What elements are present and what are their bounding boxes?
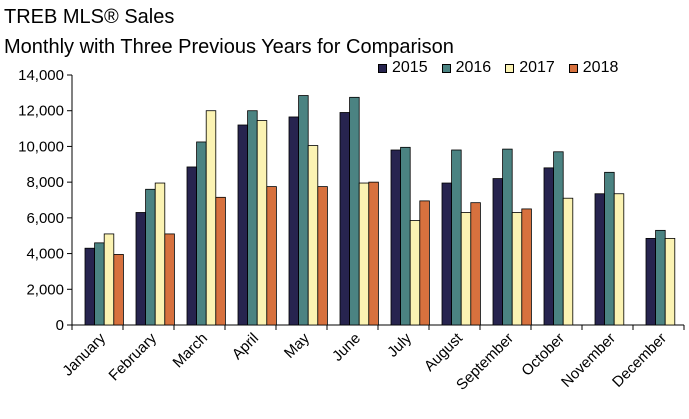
legend-item-2017: 2017 [505, 59, 555, 77]
bar-2016-september [502, 148, 513, 326]
legend-label-2017: 2017 [519, 59, 555, 76]
x-tick-label-october: October [518, 330, 568, 380]
bar-2015-october [543, 167, 555, 326]
bar-2017-february [154, 182, 166, 326]
bar-2016-may [298, 95, 309, 326]
bar-2017-january [103, 233, 115, 326]
bar-2018-april [266, 186, 277, 326]
bar-2015-september [492, 178, 504, 326]
bar-2015-november [594, 193, 606, 326]
bar-2018-may [317, 186, 328, 326]
bar-2017-november [613, 193, 625, 326]
legend-label-2016: 2016 [455, 59, 492, 76]
bar-2015-december [645, 237, 657, 326]
bar-2017-december [664, 237, 676, 326]
bar-2015-april [237, 124, 249, 326]
legend-item-2018: 2018 [568, 59, 619, 77]
bar-2018-february [164, 233, 175, 326]
legend-swatch-2016 [441, 63, 451, 73]
bar-2016-october [553, 151, 564, 326]
y-tick-label: 0 [56, 317, 64, 334]
bar-2015-may [288, 116, 300, 326]
x-tick-label-february: February [106, 329, 161, 384]
legend-swatch-2017 [505, 63, 515, 73]
bar-2017-june [358, 182, 370, 326]
x-tick-label-april: April [229, 330, 262, 363]
x-tick-label-may: May [281, 329, 313, 361]
bar-2016-april [247, 110, 258, 326]
y-tick-label: 8,000 [26, 174, 64, 191]
x-tick-label-december: December [609, 330, 670, 391]
y-tick-label: 12,000 [18, 103, 64, 120]
y-tick-label: 2,000 [26, 281, 64, 298]
bar-2016-november [604, 171, 615, 326]
x-tick-label-march: March [170, 330, 211, 371]
chart-subtitle: Monthly with Three Previous Years for Co… [4, 36, 454, 58]
y-tick-label: 4,000 [26, 246, 64, 263]
bar-2016-july [400, 146, 411, 326]
x-tick-label-june: June [329, 330, 364, 365]
bar-2018-july [419, 200, 430, 326]
bar-2015-february [135, 212, 147, 326]
bar-2016-february [145, 188, 156, 326]
bar-2018-september [521, 208, 532, 326]
bar-2017-april [256, 120, 268, 326]
legend-label-2015: 2015 [392, 59, 428, 76]
x-tick-label-january: January [59, 329, 109, 379]
legend-label-2018: 2018 [582, 59, 619, 76]
x-tick-label-july: July [384, 329, 415, 360]
bar-2016-january [94, 242, 105, 326]
legend-item-2016: 2016 [441, 59, 492, 77]
x-tick-label-november: November [558, 330, 619, 391]
bar-2015-june [339, 112, 351, 326]
legend-swatch-2018 [568, 63, 578, 73]
bar-2016-march [196, 141, 207, 326]
chart-title: TREB MLS® Sales [4, 6, 175, 28]
y-tick-label: 14,000 [18, 67, 64, 84]
y-tick-label: 6,000 [26, 210, 64, 227]
bar-2015-august [441, 182, 453, 326]
bar-2018-august [470, 202, 481, 326]
bar-2018-january [113, 254, 124, 326]
bar-2015-march [186, 166, 198, 326]
legend: 2015 2016 2017 2018 [378, 59, 632, 77]
bar-2018-march [215, 196, 226, 326]
y-tick-label: 10,000 [18, 138, 64, 155]
x-tick-label-august: August [421, 329, 467, 375]
bar-2017-july [409, 220, 421, 326]
bar-2018-june [368, 181, 379, 326]
bar-2016-december [655, 229, 666, 326]
bar-2015-january [84, 247, 96, 326]
legend-item-2015: 2015 [378, 59, 428, 77]
bar-2017-october [562, 197, 574, 326]
legend-swatch-2015 [378, 63, 387, 73]
bar-2016-june [349, 96, 360, 326]
bar-2017-may [307, 145, 319, 326]
bar-2015-july [390, 149, 402, 326]
bar-2016-august [451, 149, 462, 326]
bar-2017-september [511, 212, 523, 326]
bar-2017-march [205, 110, 217, 326]
bar-2017-august [460, 212, 472, 326]
